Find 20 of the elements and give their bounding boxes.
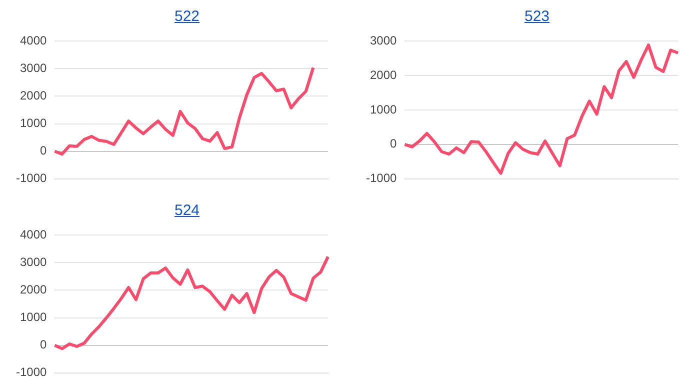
y-tick-label: 0 [40, 338, 48, 352]
y-tick-label: 2000 [20, 88, 48, 103]
y-tick-label: 3000 [370, 34, 398, 48]
y-tick-label: -1000 [16, 365, 48, 380]
y-tick-label: 0 [40, 144, 48, 158]
y-tick-label: 4000 [20, 34, 48, 48]
chart-title: 523 [523, 8, 551, 26]
chart-title: 522 [173, 8, 201, 26]
y-tick-label: 0 [390, 136, 398, 151]
y-tick-label: 3000 [20, 255, 48, 270]
chart-title: 524 [173, 202, 201, 220]
y-tick-label: 2000 [20, 282, 48, 297]
y-tick-label: 2000 [370, 68, 398, 82]
y-tick-label: 4000 [20, 228, 48, 242]
y-tick-label: -1000 [16, 171, 48, 186]
y-tick-label: 3000 [20, 61, 48, 76]
y-tick-label: -1000 [366, 171, 398, 186]
y-tick-label: 1000 [370, 102, 398, 116]
y-tick-label: 1000 [20, 310, 48, 324]
y-tick-label: 1000 [20, 116, 48, 130]
